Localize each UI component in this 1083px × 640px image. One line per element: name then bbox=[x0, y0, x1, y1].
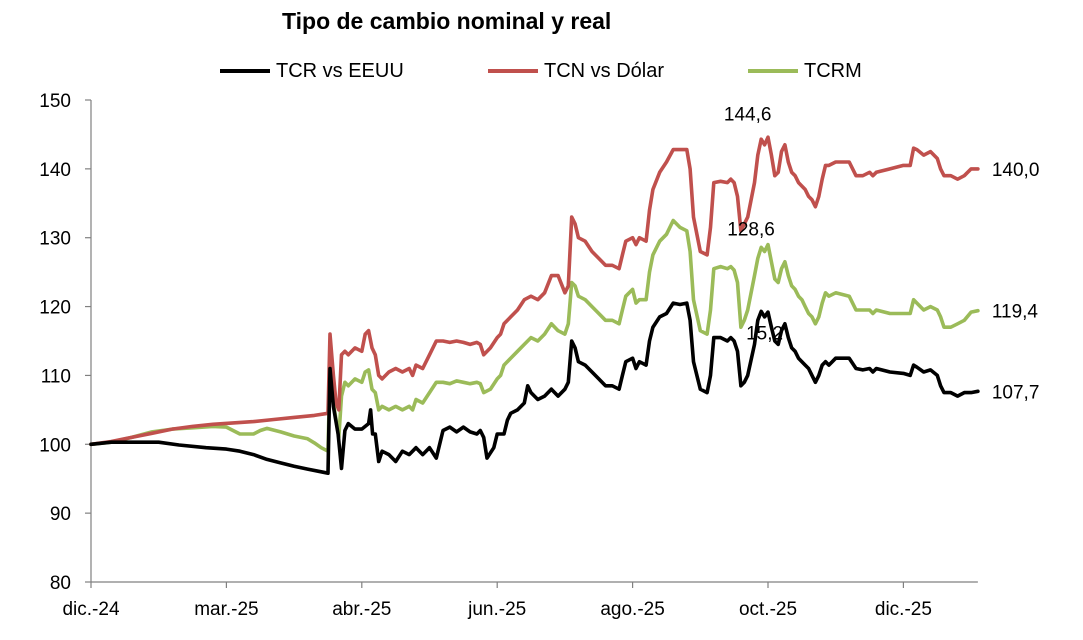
legend-item-tcrm: TCRM bbox=[748, 58, 862, 84]
y-tick-label: 110 bbox=[41, 366, 71, 387]
y-tick-label: 120 bbox=[39, 298, 71, 319]
end-value-label: 119,4 bbox=[992, 302, 1039, 323]
legend-label-tcn-vs-dolar: TCN vs Dólar bbox=[544, 59, 665, 82]
x-tick-label: mar.-25 bbox=[194, 599, 258, 620]
end-value-label: 140,0 bbox=[992, 160, 1040, 181]
legend-swatch-tcrm bbox=[748, 69, 798, 73]
data-label: 128,6 bbox=[727, 220, 775, 241]
series-line-tcrm bbox=[89, 218, 980, 453]
end-value-label: 107,7 bbox=[992, 382, 1040, 403]
legend-label-tcrm: TCRM bbox=[804, 59, 862, 82]
legend-label-tcr-vs-eeuu: TCR vs EEUU bbox=[276, 59, 404, 82]
y-tick-label: 140 bbox=[39, 160, 71, 181]
x-tick-label: dic.-24 bbox=[62, 599, 119, 620]
series-line-tcr-vs-eeuu bbox=[89, 301, 980, 475]
x-tick-label: dic.-25 bbox=[875, 599, 932, 620]
x-tick-label: jun.-25 bbox=[467, 599, 526, 620]
x-tick-label: abr.-25 bbox=[332, 599, 391, 620]
y-tick-label: 100 bbox=[39, 435, 71, 456]
chart-title: Tipo de cambio nominal y real bbox=[282, 8, 612, 34]
y-tick-label: 130 bbox=[39, 229, 71, 250]
y-tick-label: 90 bbox=[50, 504, 71, 525]
series-line-tcn-vs-dolar bbox=[89, 135, 980, 447]
x-tick-label: oct.-25 bbox=[739, 599, 797, 620]
data-label: 15,2 bbox=[746, 324, 783, 345]
legend-item-tcn-vs-dolar: TCN vs Dólar bbox=[488, 58, 664, 84]
data-label: 144,6 bbox=[724, 105, 772, 126]
legend-swatch-tcn-vs-dolar bbox=[488, 69, 538, 73]
legend-item-tcr-vs-eeuu: TCR vs EEUU bbox=[220, 58, 404, 84]
y-tick-label: 80 bbox=[50, 573, 71, 594]
x-tick-label: ago.-25 bbox=[600, 599, 664, 620]
legend-swatch-tcr-vs-eeuu bbox=[220, 69, 270, 73]
y-tick-label: 150 bbox=[39, 91, 71, 112]
